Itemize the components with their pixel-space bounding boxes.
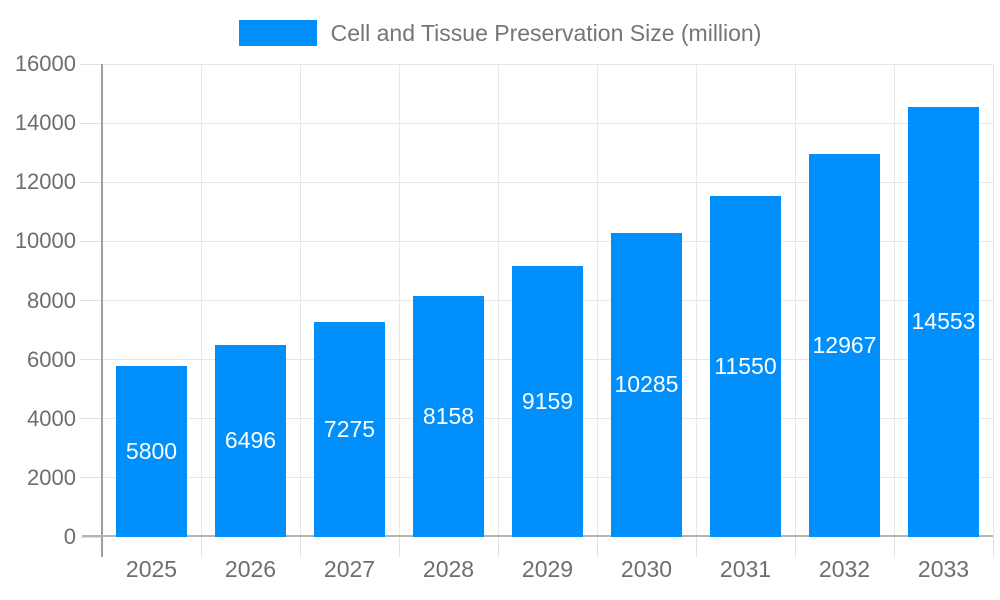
bar-2033[interactable]: 14553 (908, 106, 979, 537)
x-axis-tick (299, 537, 301, 557)
legend[interactable]: Cell and Tissue Preservation Size (milli… (0, 18, 1000, 48)
x-axis-tick (497, 537, 499, 557)
legend-swatch (238, 20, 317, 46)
gridline-vertical (893, 64, 895, 537)
x-axis-tick-label: 2025 (125, 556, 178, 582)
bar-2032[interactable]: 12967 (809, 153, 880, 537)
y-axis-tick-label: 14000 (14, 110, 76, 136)
gridline-horizontal (102, 240, 993, 242)
y-axis-tick-label: 2000 (27, 464, 76, 490)
gridline-horizontal (102, 63, 993, 65)
gridline-vertical (992, 64, 994, 537)
bar-value-label: 14553 (911, 308, 976, 335)
y-axis-tick (80, 122, 102, 124)
x-axis-tick-label: 2033 (917, 556, 970, 582)
bar-value-label: 5800 (125, 437, 178, 464)
y-axis-tick (80, 359, 102, 361)
x-axis-tick (200, 537, 202, 557)
x-axis-tick (992, 537, 994, 557)
gridline-vertical (398, 64, 400, 537)
bar-value-label: 11550 (714, 352, 777, 379)
y-axis-tick (80, 300, 102, 301)
y-axis-line (101, 64, 103, 557)
gridline-vertical (497, 64, 499, 537)
gridline-horizontal (102, 122, 993, 124)
gridline-vertical (200, 64, 202, 537)
x-axis-tick-label: 2030 (620, 556, 673, 582)
x-axis-tick-label: 2032 (818, 556, 871, 582)
x-axis-tick (596, 537, 598, 557)
y-axis-tick (80, 477, 102, 479)
bar-2026[interactable]: 6496 (215, 344, 286, 537)
y-axis-tick-label: 10000 (14, 228, 76, 254)
y-axis-tick (80, 418, 102, 420)
legend-label: Cell and Tissue Preservation Size (milli… (330, 19, 762, 46)
x-axis-tick (893, 537, 895, 557)
bar-value-label: 10285 (614, 371, 679, 398)
y-axis-tick-label: 8000 (27, 287, 76, 313)
x-axis-tick-label: 2031 (719, 556, 772, 582)
x-axis-tick (695, 537, 697, 557)
bar-value-label: 12967 (812, 331, 877, 358)
y-axis-tick-label: 0 (63, 524, 76, 549)
gridline-vertical (596, 64, 598, 537)
gridline-horizontal (102, 181, 993, 183)
y-axis-tick (80, 63, 102, 65)
bar-value-label: 6496 (224, 427, 277, 454)
bar-2027[interactable]: 7275 (314, 321, 385, 537)
y-axis-tick (80, 240, 102, 242)
y-axis-tick (80, 181, 102, 183)
bar-value-label: 7275 (323, 415, 376, 442)
x-axis-tick-label: 2026 (224, 556, 277, 582)
bar-value-label: 8158 (422, 402, 475, 429)
y-axis-tick (80, 536, 102, 538)
bar-value-label: 9159 (521, 388, 574, 415)
bar-2031[interactable]: 11550 (710, 195, 781, 537)
x-axis-tick-label: 2028 (422, 556, 475, 582)
x-axis-tick-label: 2029 (521, 556, 574, 582)
y-axis-tick-label: 12000 (14, 169, 76, 195)
y-axis-tick-label: 6000 (27, 346, 76, 372)
bar-2025[interactable]: 5800 (116, 365, 187, 537)
x-axis-tick (794, 537, 796, 557)
plot-area: 0 2000 4000 6000 8000 10000 12000 14000 16000 580… (15, 52, 994, 582)
bar-2029[interactable]: 9159 (512, 266, 583, 537)
y-axis-tick-label: 4000 (27, 405, 76, 431)
x-axis-tick-label: 2027 (323, 556, 376, 582)
x-axis-tick (398, 537, 400, 557)
bar-2030[interactable]: 10285 (611, 232, 682, 537)
bar-2028[interactable]: 8158 (413, 295, 484, 537)
y-axis-tick-label: 16000 (14, 51, 76, 76)
gridline-vertical (794, 64, 796, 537)
gridline-vertical (695, 64, 697, 537)
gridline-vertical (299, 64, 301, 537)
